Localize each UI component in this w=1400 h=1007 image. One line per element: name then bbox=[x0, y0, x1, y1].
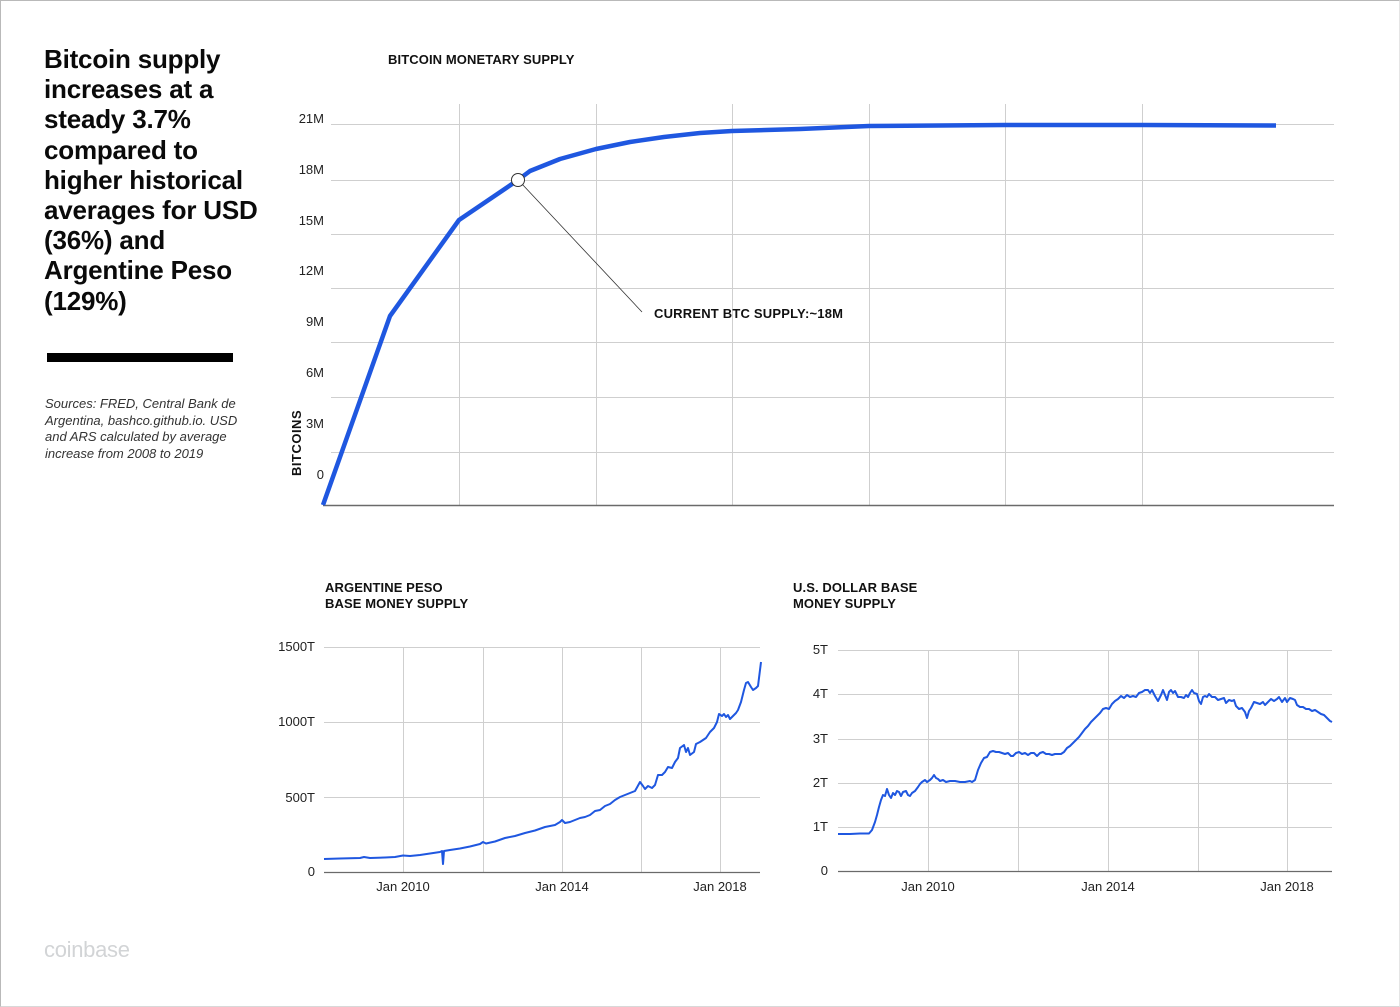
usd-xtick-2018: Jan 2018 bbox=[1260, 879, 1314, 894]
btc-ytick-12m: 12M bbox=[298, 263, 324, 278]
usd-chart-title-line2: MONEY SUPPLY bbox=[793, 596, 897, 611]
usd-ytick-4t: 4T bbox=[812, 686, 828, 701]
btc-ytick-9m: 9M bbox=[305, 314, 324, 329]
usd-ytick-3t: 3T bbox=[812, 731, 828, 746]
btc-ytick-3m: 3M bbox=[305, 416, 324, 431]
btc-ytick-21m: 21M bbox=[298, 111, 324, 126]
usd-ytick-2t: 2T bbox=[812, 775, 828, 790]
btc-supply-line bbox=[320, 122, 1277, 506]
btc-ytick-15m: 15M bbox=[298, 213, 324, 228]
ars-ytick-0: 0 bbox=[307, 864, 315, 879]
btc-ytick-18m: 18M bbox=[298, 162, 324, 177]
ars-supply-line bbox=[323, 661, 762, 865]
annotation-leader-line bbox=[521, 183, 643, 313]
ars-ytick-1000t: 1000T bbox=[278, 714, 315, 729]
sources-note: Sources: FRED, Central Bank de Argentina… bbox=[45, 396, 238, 461]
btc-gridlines bbox=[331, 104, 1334, 505]
coinbase-logo: coinbase bbox=[44, 937, 130, 962]
btc-annotation: CURRENT BTC SUPPLY:~18M bbox=[654, 306, 844, 321]
ars-xtick-2018: Jan 2018 bbox=[693, 879, 747, 894]
ars-ytick-500t: 500T bbox=[285, 790, 315, 805]
ars-ytick-1500t: 1500T bbox=[278, 639, 315, 654]
usd-chart-title-line1: U.S. DOLLAR BASE bbox=[793, 580, 918, 595]
ars-chart-title-line2: BASE MONEY SUPPLY bbox=[325, 596, 469, 611]
headline: Bitcoin supply increases at a steady 3.7… bbox=[44, 44, 258, 316]
ars-chart-title-line1: ARGENTINE PESO bbox=[325, 580, 443, 595]
divider-bar bbox=[47, 353, 233, 362]
usd-ytick-0: 0 bbox=[820, 863, 828, 878]
usd-ytick-1t: 1T bbox=[812, 819, 828, 834]
ars-xtick-2014: Jan 2014 bbox=[535, 879, 589, 894]
usd-ytick-5t: 5T bbox=[812, 642, 828, 657]
btc-ytick-6m: 6M bbox=[305, 365, 324, 380]
current-supply-marker bbox=[511, 173, 525, 187]
usd-supply-line bbox=[838, 689, 1333, 835]
btc-chart-title: BITCOIN MONETARY SUPPLY bbox=[388, 52, 575, 67]
usd-xtick-2014: Jan 2014 bbox=[1081, 879, 1135, 894]
ars-xtick-2010: Jan 2010 bbox=[376, 879, 430, 894]
usd-xtick-2010: Jan 2010 bbox=[901, 879, 955, 894]
btc-ytick-0: 0 bbox=[316, 467, 324, 482]
